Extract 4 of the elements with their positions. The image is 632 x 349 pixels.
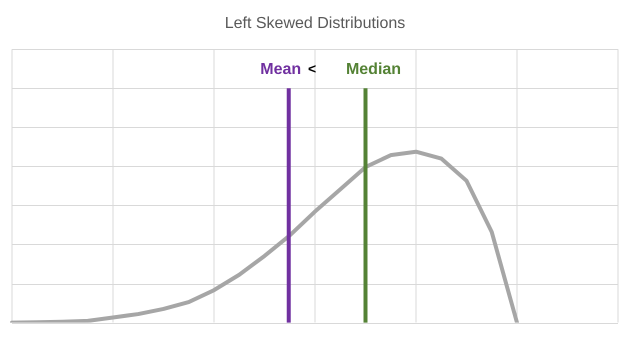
text: Mean: [260, 61, 302, 78]
text: <: [308, 60, 316, 77]
chart-title: Left Skewed Distributions: [224, 15, 406, 32]
text: Median: [346, 61, 402, 78]
